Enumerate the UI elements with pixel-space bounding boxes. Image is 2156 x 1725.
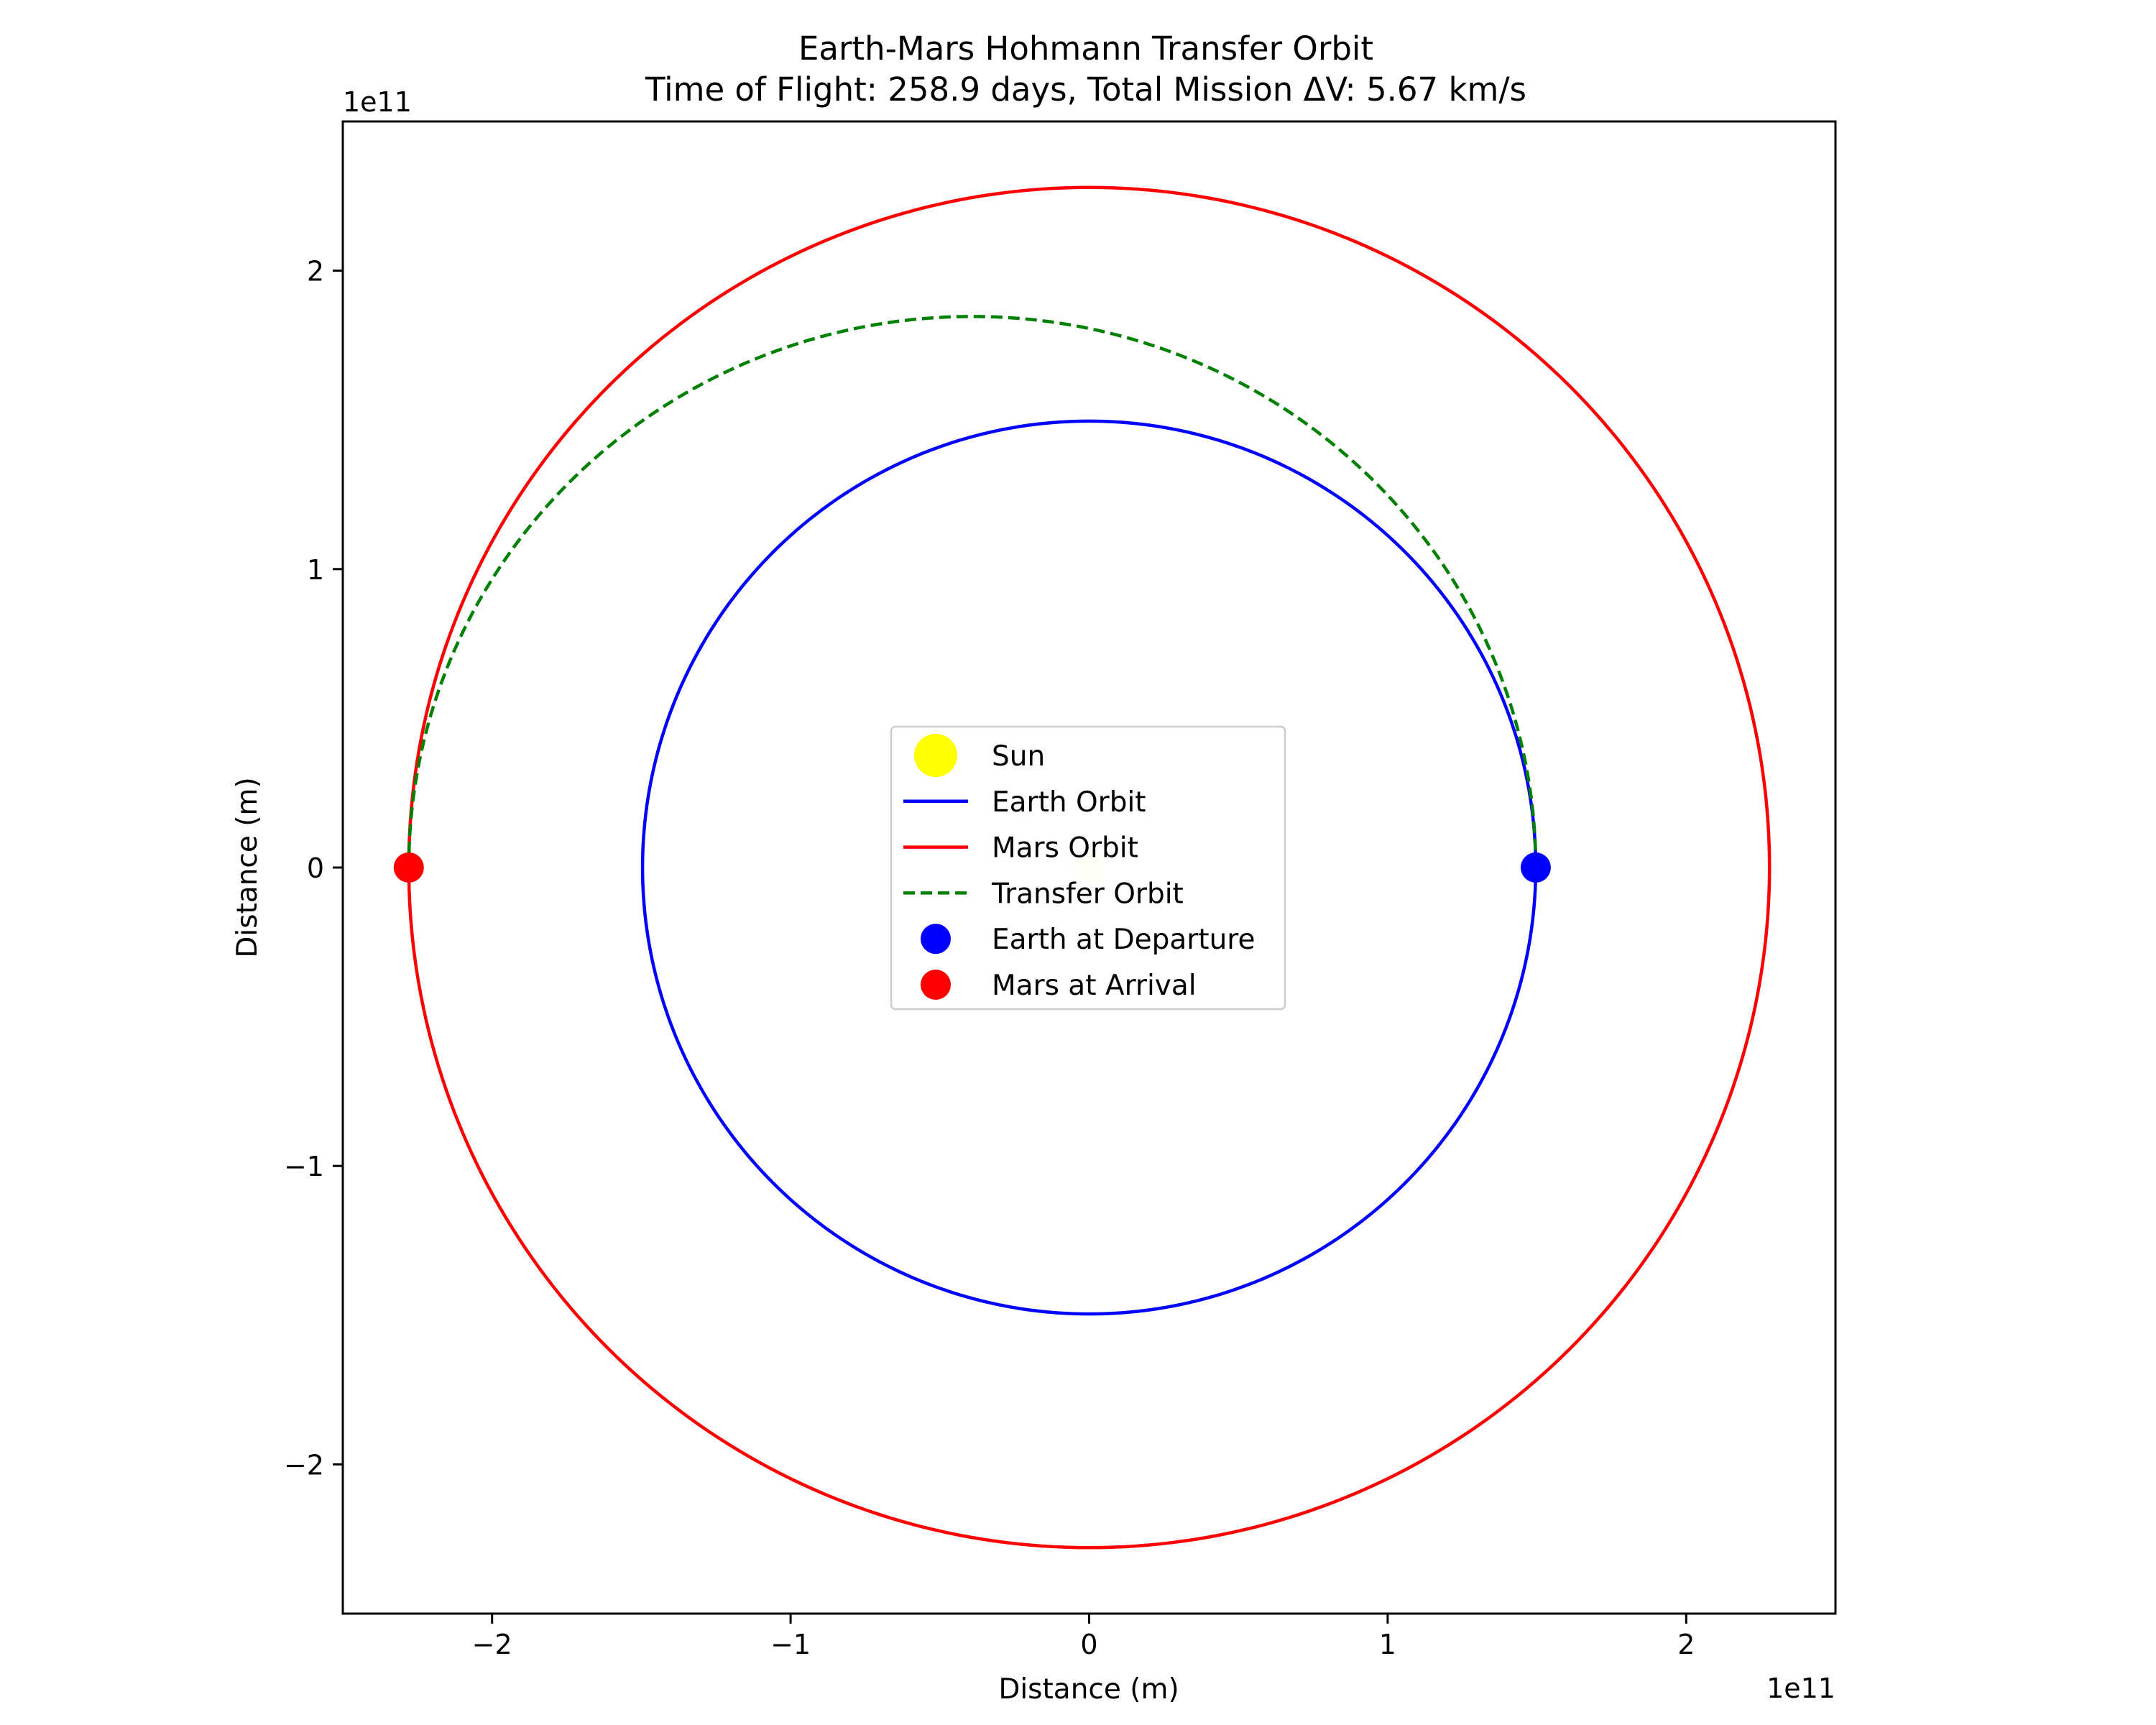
y-tick-label: −2 xyxy=(284,1449,324,1481)
x-axis-label: Distance (m) xyxy=(998,1673,1179,1706)
y-tick-label: 1 xyxy=(307,554,324,586)
x-offset-label: 1e11 xyxy=(1766,1673,1835,1704)
x-tick-label: −2 xyxy=(472,1629,512,1660)
legend: Sun Earth Orbit Mars Orbit Transfer Orbit Ea… xyxy=(890,725,1286,1011)
y-tick-label: −1 xyxy=(284,1151,324,1182)
x-tick-label: −1 xyxy=(770,1629,811,1660)
legend-box xyxy=(890,725,1286,1011)
legend-label: Earth at Departure xyxy=(992,924,1255,956)
x-tick-label: 0 xyxy=(1080,1629,1097,1660)
chart-title: Earth-Mars Hohmann Transfer Orbit xyxy=(798,29,1373,68)
marker-earth-at-departure xyxy=(1520,852,1551,883)
chart-subtitle: Time of Flight: 258.9 days, Total Missio… xyxy=(645,70,1526,109)
legend-label: Transfer Orbit xyxy=(991,878,1184,910)
legend-handle-marker xyxy=(921,970,951,1000)
legend-label: Mars at Arrival xyxy=(992,970,1197,1002)
y-tick-label: 2 xyxy=(307,256,324,288)
legend-handle-marker xyxy=(921,924,951,954)
legend-label: Sun xyxy=(992,740,1045,773)
axis-ticks: −2 −1 0 1 2 −2 −1 0 1 2 xyxy=(284,256,1695,1660)
x-tick-label: 1 xyxy=(1379,1629,1396,1660)
marker-mars-at-arrival xyxy=(393,852,424,883)
legend-handle-marker xyxy=(914,734,957,777)
legend-label: Earth Orbit xyxy=(992,786,1146,819)
y-tick-label: 0 xyxy=(307,852,324,884)
x-tick-label: 2 xyxy=(1677,1629,1695,1660)
series-earth-orbit xyxy=(640,419,1538,1316)
legend-label: Mars Orbit xyxy=(992,832,1138,865)
y-axis-label: Distance (m) xyxy=(231,777,264,957)
y-offset-label: 1e11 xyxy=(343,86,412,118)
plot-area xyxy=(393,185,1772,1550)
